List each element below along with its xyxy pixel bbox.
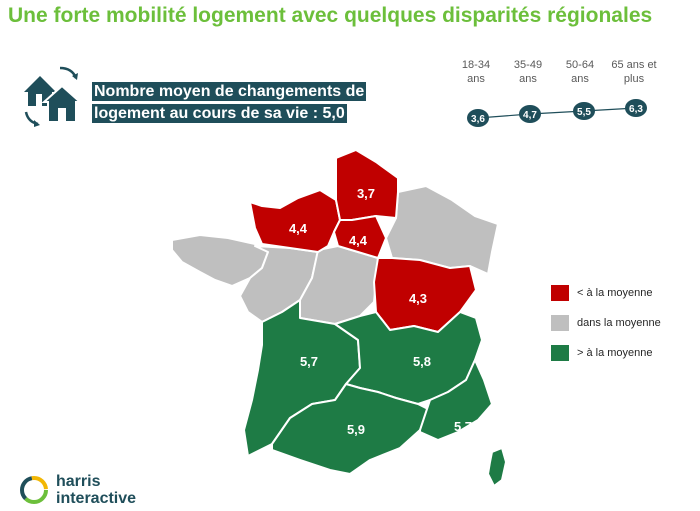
house-move-icon [24, 66, 83, 127]
age-value-bubble: 3,6 [467, 109, 489, 127]
age-label-18-34: 18-34 ans [461, 59, 491, 85]
france-map: 4,4 3,7 4,4 4,3 5,7 5,8 5,9 5,7 [171, 149, 507, 487]
region-value-ile-de-france: 4,4 [349, 233, 368, 248]
age-value-bubble: 6,3 [625, 99, 647, 117]
legend-swatch-green [551, 345, 569, 361]
average-moves-headline: Nombre moyen de changements de logement … [92, 81, 402, 125]
region-paca [419, 359, 493, 441]
age-label-35-49: 35-49 ans [513, 59, 543, 85]
region-grand-est [385, 185, 499, 275]
region-value-hauts-de-france: 3,7 [357, 186, 375, 201]
age-value-bubble: 4,7 [519, 105, 541, 123]
legend-below-average: < à la moyenne [551, 285, 653, 301]
age-timeline: 3,6 4,7 5,5 6,3 [467, 99, 647, 127]
headline-line-2: logement au cours de sa vie : 5,0 [92, 104, 347, 123]
region-value-paca: 5,7 [454, 419, 472, 434]
legend-within-average: dans la moyenne [551, 315, 661, 331]
svg-text:4,7: 4,7 [523, 110, 537, 121]
region-corse [487, 447, 507, 487]
region-value-normandie: 4,4 [289, 221, 308, 236]
page-title: Une forte mobilité logement avec quelque… [8, 4, 653, 27]
harris-interactive-logo-icon [20, 476, 48, 504]
svg-text:5,5: 5,5 [577, 107, 591, 118]
region-value-auvergne-rhone-alpes: 5,8 [413, 354, 431, 369]
svg-text:6,3: 6,3 [629, 104, 643, 115]
svg-text:3,6: 3,6 [471, 114, 485, 125]
legend-swatch-red [551, 285, 569, 301]
legend-above-average: > à la moyenne [551, 345, 653, 361]
region-value-bourgogne: 4,3 [409, 291, 427, 306]
region-value-nouvelle-aquitaine: 5,7 [300, 354, 318, 369]
age-value-bubble: 5,5 [573, 102, 595, 120]
brand-logo: harris interactive [56, 473, 137, 507]
region-hauts-de-france [335, 149, 399, 221]
headline-line-1: Nombre moyen de changements de [92, 82, 367, 101]
age-label-50-64: 50-64 ans [565, 59, 595, 85]
region-value-occitanie: 5,9 [347, 422, 365, 437]
legend-swatch-grey [551, 315, 569, 331]
age-label-65-plus: 65 ans et plus [611, 59, 657, 85]
